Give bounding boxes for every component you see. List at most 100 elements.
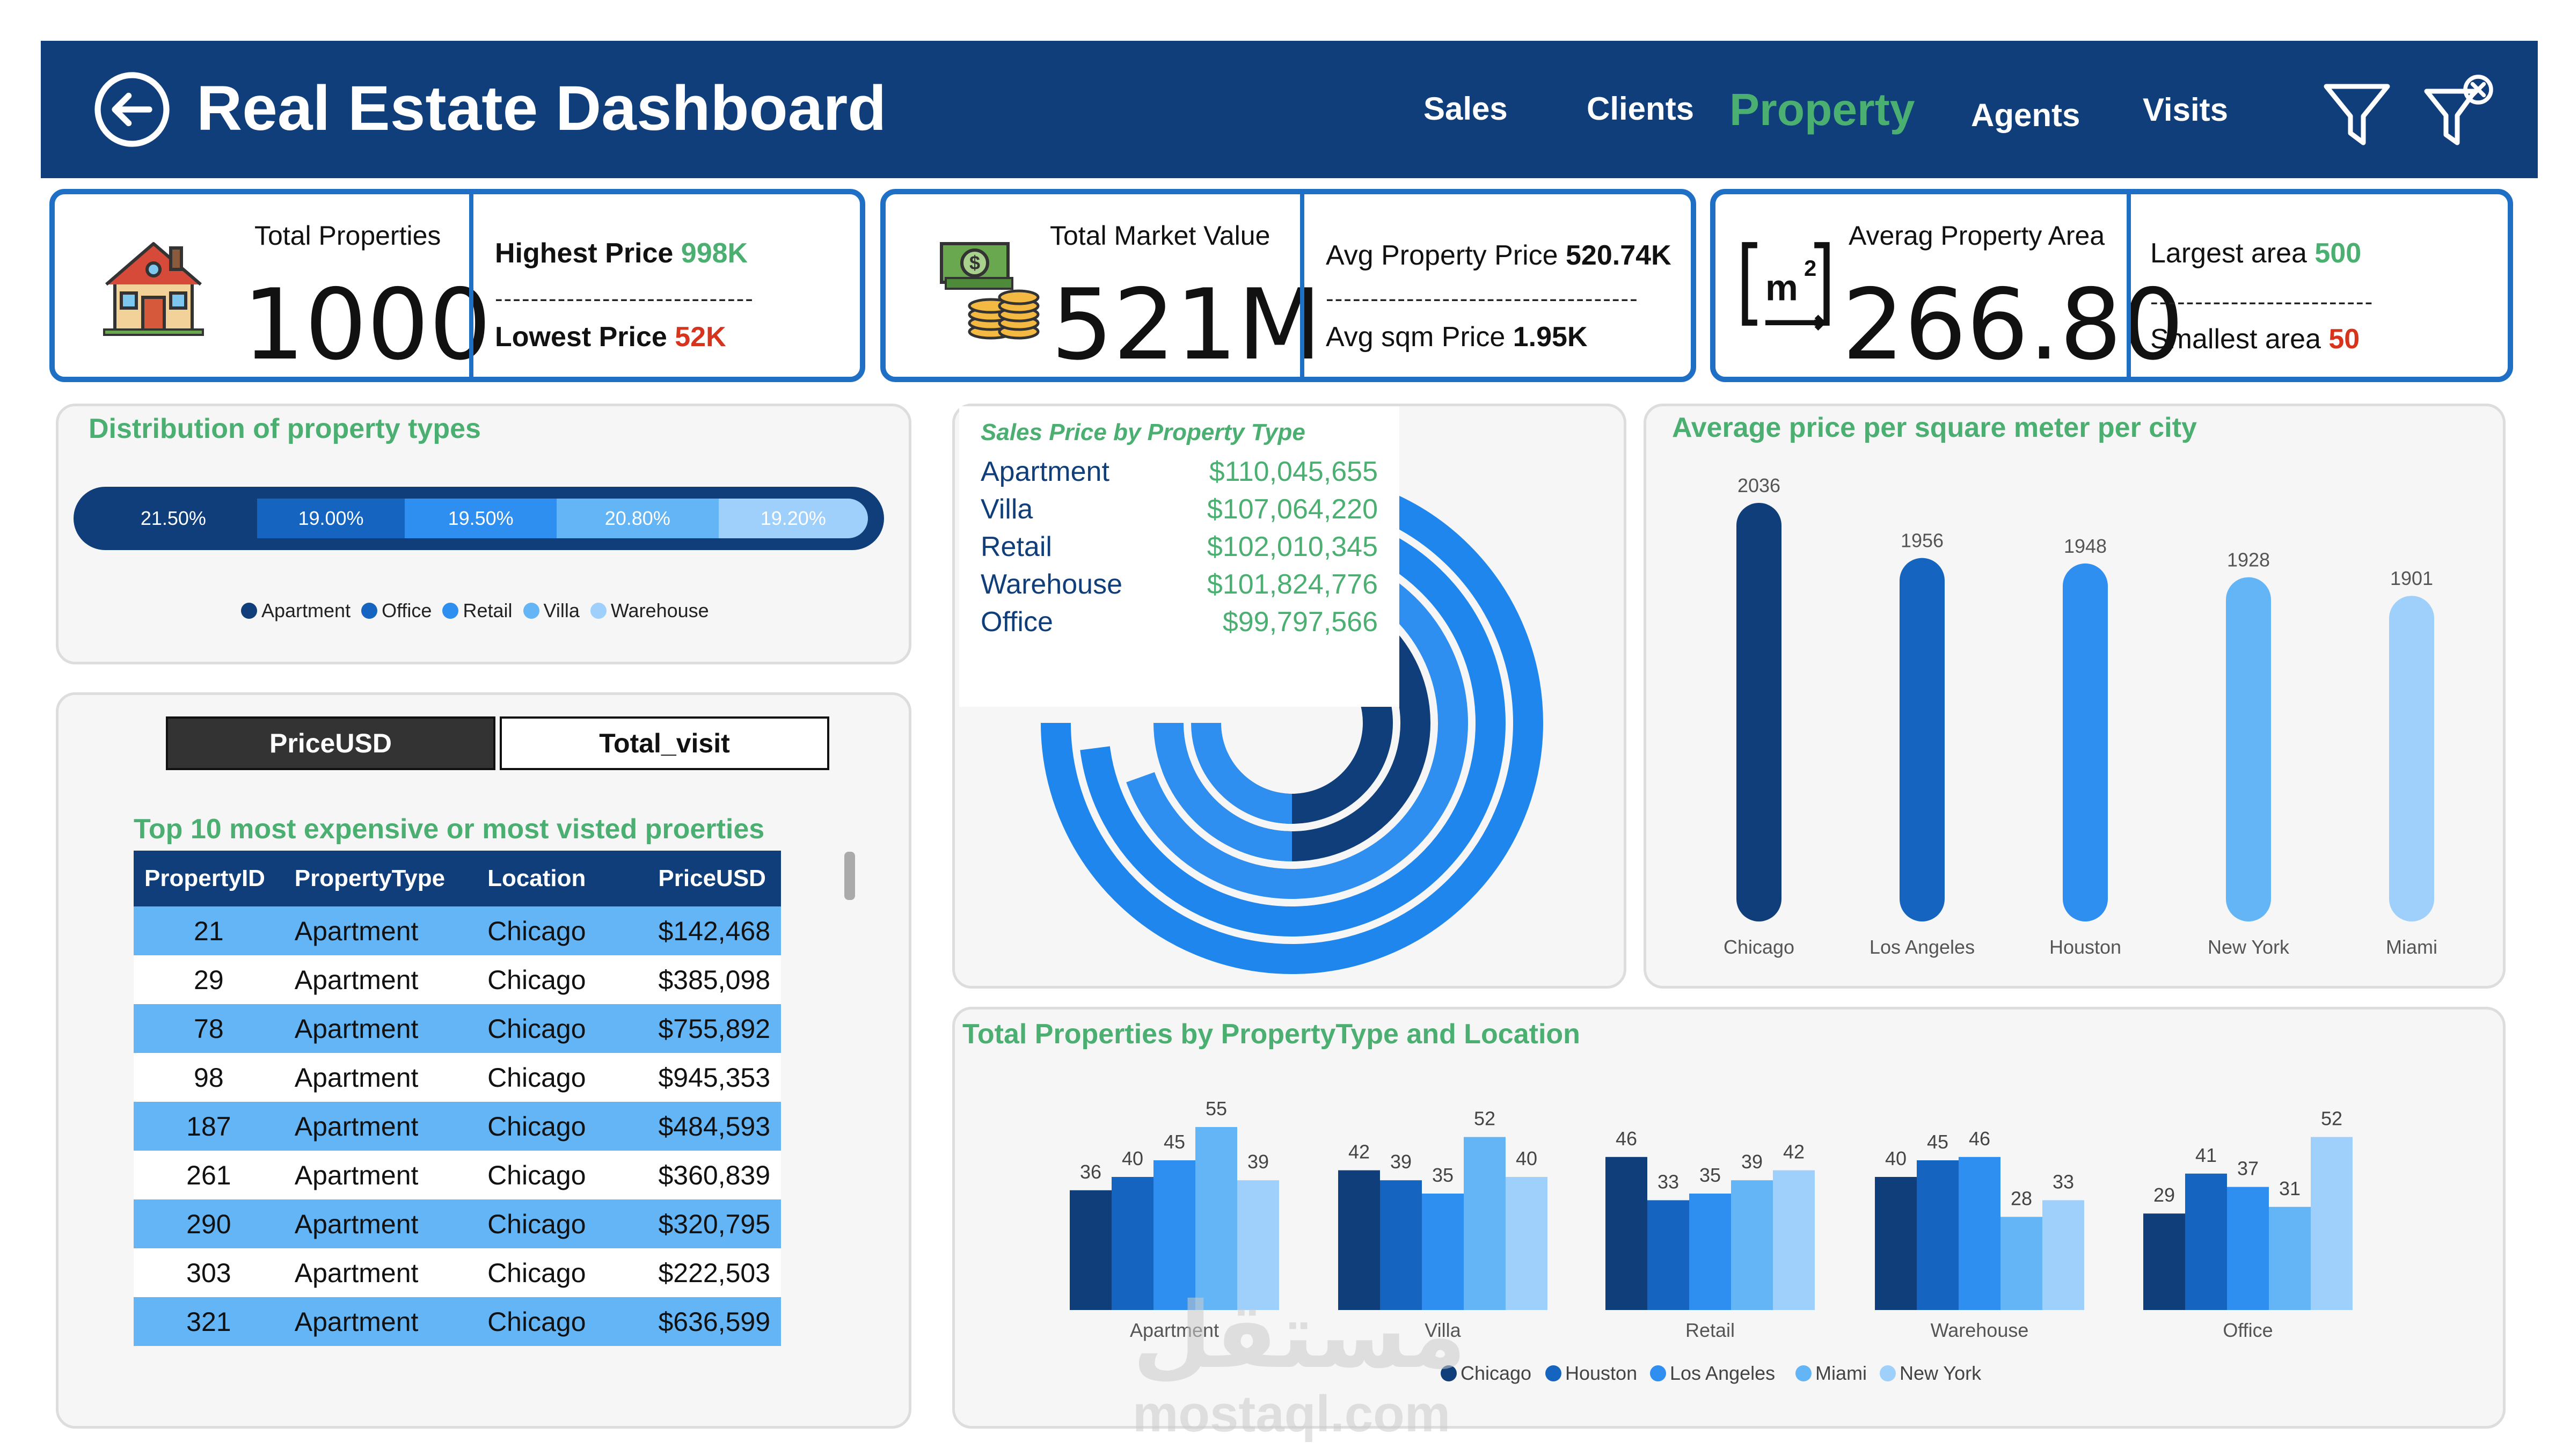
kpi-card-area: m 2 Averag Property Area 266.80 Largest … (1710, 189, 2513, 382)
group-bar-retail-houston[interactable] (1647, 1200, 1689, 1310)
city-bar-label: Los Angeles (1870, 936, 1975, 958)
distribution-segment-villa[interactable]: 20.80% (557, 499, 719, 538)
table-row[interactable]: 29 Apartment Chicago $385,098 (134, 955, 781, 1004)
svg-text:2: 2 (1804, 255, 1816, 281)
group-bar-retail-los-angeles[interactable] (1689, 1194, 1731, 1310)
column-header[interactable]: PropertyType (283, 851, 477, 906)
group-bar-retail-chicago[interactable] (1605, 1157, 1647, 1310)
sales-price-radial-chart[interactable] (955, 406, 1629, 991)
back-arrow-icon[interactable] (89, 67, 175, 152)
group-bar-retail-new-york[interactable] (1773, 1170, 1815, 1310)
legend-item-miami[interactable]: Miami (1795, 1362, 1867, 1384)
city-bar-chicago[interactable] (1736, 503, 1781, 921)
table-cell: Apartment (283, 1151, 477, 1199)
toggle-price-button[interactable]: PriceUSD (166, 716, 495, 770)
table-title: Top 10 most expensive or most visted pro… (134, 814, 765, 845)
group-bar-warehouse-miami[interactable] (2000, 1217, 2042, 1310)
legend-item-villa[interactable]: Villa (523, 599, 580, 622)
group-bar-villa-chicago[interactable] (1338, 1170, 1380, 1310)
nav-tab-visits[interactable]: Visits (2143, 92, 2228, 128)
table-row[interactable]: 21 Apartment Chicago $142,468 (134, 906, 781, 955)
city-bar-miami[interactable] (2389, 596, 2434, 921)
legend-item-apartment[interactable]: Apartment (241, 599, 351, 622)
table-cell: $222,503 (647, 1248, 781, 1297)
nav-tab-agents[interactable]: Agents (1971, 97, 2080, 133)
group-bar-apartment-chicago[interactable] (1070, 1190, 1112, 1310)
table-row[interactable]: 321 Apartment Chicago $636,599 (134, 1297, 781, 1346)
group-bar-value: 37 (2237, 1158, 2259, 1180)
group-bar-office-new-york[interactable] (2311, 1137, 2353, 1310)
table-row[interactable]: 187 Apartment Chicago $484,593 (134, 1102, 781, 1151)
group-bar-villa-miami[interactable] (1464, 1137, 1506, 1310)
avg-price-city-chart[interactable]: 2036 Chicago 1956 Los Angeles 1948 Houston 192… (1646, 406, 2508, 991)
column-header[interactable]: PriceUSD (647, 851, 781, 906)
legend-dot (1650, 1365, 1666, 1381)
group-bar-villa-los-angeles[interactable] (1422, 1194, 1464, 1310)
column-header[interactable]: Location (477, 851, 648, 906)
group-bar-warehouse-chicago[interactable] (1875, 1177, 1917, 1310)
distribution-segment-apartment[interactable]: 21.50% (90, 499, 257, 538)
legend-item-chicago[interactable]: Chicago (1441, 1362, 1531, 1384)
table-cell: Apartment (283, 1199, 477, 1248)
table-row[interactable]: 290 Apartment Chicago $320,795 (134, 1199, 781, 1248)
group-bar-office-houston[interactable] (2185, 1173, 2227, 1310)
table-cell: $320,795 (647, 1199, 781, 1248)
filter-icon[interactable] (2317, 72, 2397, 152)
legend-item-houston[interactable]: Houston (1545, 1362, 1637, 1384)
legend-item-new-york[interactable]: New York (1880, 1362, 1982, 1384)
legend-item-los-angeles[interactable]: Los Angeles (1650, 1362, 1775, 1384)
city-bar-value: 1901 (2390, 567, 2433, 589)
group-bar-value: 28 (2011, 1187, 2032, 1209)
distribution-segment-office[interactable]: 19.00% (257, 499, 405, 538)
city-bar-new-york[interactable] (2226, 577, 2271, 921)
table-row[interactable]: 303 Apartment Chicago $222,503 (134, 1248, 781, 1297)
table-scrollbar[interactable] (844, 852, 855, 900)
distribution-bar[interactable]: 21.50% 19.00% 19.50% 20.80% 19.20% (74, 487, 884, 550)
city-bar-los-angeles[interactable] (1900, 558, 1945, 921)
group-bar-apartment-houston[interactable] (1112, 1177, 1153, 1310)
nav-tab-clients[interactable]: Clients (1587, 91, 1695, 127)
group-bar-apartment-miami[interactable] (1195, 1127, 1237, 1310)
radial-bar-villa[interactable] (1080, 509, 1506, 936)
properties-type-location-chart[interactable]: 36 40 45 55 39 Apartment 42 39 35 52 40 Villa 46 33 35… (955, 1009, 2508, 1431)
group-bar-villa-new-york[interactable] (1506, 1177, 1547, 1310)
distribution-segment-warehouse[interactable]: 19.20% (718, 499, 868, 538)
table-cell: $484,593 (647, 1102, 781, 1151)
clear-filter-icon[interactable] (2419, 72, 2499, 152)
group-bar-apartment-los-angeles[interactable] (1153, 1160, 1195, 1310)
group-bar-warehouse-houston[interactable] (1917, 1160, 1959, 1310)
legend-item-retail[interactable]: Retail (442, 599, 513, 622)
kpi-divider (2127, 194, 2131, 377)
kpi-separator: ----------------------------------- (1326, 286, 1639, 312)
avg-sqm-price: Avg sqm Price 1.95K (1326, 321, 1588, 353)
toggle-visit-button[interactable]: Total_visit (500, 716, 829, 770)
city-bar-value: 2036 (1737, 474, 1780, 496)
page-title: Real Estate Dashboard (196, 73, 887, 144)
table-row[interactable]: 98 Apartment Chicago $945,353 (134, 1053, 781, 1102)
table-row[interactable]: 78 Apartment Chicago $755,892 (134, 1004, 781, 1053)
radial-bar-apartment[interactable] (1041, 472, 1543, 974)
nav-tab-sales[interactable]: Sales (1423, 91, 1508, 127)
group-bar-value: 52 (2321, 1108, 2342, 1130)
city-bar-label: Chicago (1724, 936, 1794, 958)
group-bar-warehouse-los-angeles[interactable] (1959, 1157, 2000, 1310)
legend-dot (590, 603, 607, 619)
group-bar-warehouse-new-york[interactable] (2042, 1200, 2084, 1310)
group-bar-office-miami[interactable] (2269, 1206, 2311, 1310)
tooltip-category: Retail (981, 531, 1052, 562)
legend-item-warehouse[interactable]: Warehouse (590, 599, 709, 622)
table-cell: Apartment (283, 1297, 477, 1346)
table-row[interactable]: 261 Apartment Chicago $360,839 (134, 1151, 781, 1199)
city-bar-houston[interactable] (2063, 563, 2108, 921)
group-bar-apartment-new-york[interactable] (1237, 1180, 1279, 1310)
nav-tab-property[interactable]: Property (1729, 84, 1915, 135)
group-bar-office-los-angeles[interactable] (2227, 1187, 2269, 1310)
legend-item-office[interactable]: Office (361, 599, 432, 622)
distribution-segment-retail[interactable]: 19.50% (405, 499, 557, 538)
column-header[interactable]: PropertyID (134, 851, 284, 906)
table-cell: 29 (134, 955, 284, 1004)
group-bar-retail-miami[interactable] (1731, 1180, 1773, 1310)
group-bar-value: 33 (2053, 1170, 2074, 1192)
group-bar-office-chicago[interactable] (2143, 1213, 2185, 1310)
group-bar-villa-houston[interactable] (1380, 1180, 1422, 1310)
